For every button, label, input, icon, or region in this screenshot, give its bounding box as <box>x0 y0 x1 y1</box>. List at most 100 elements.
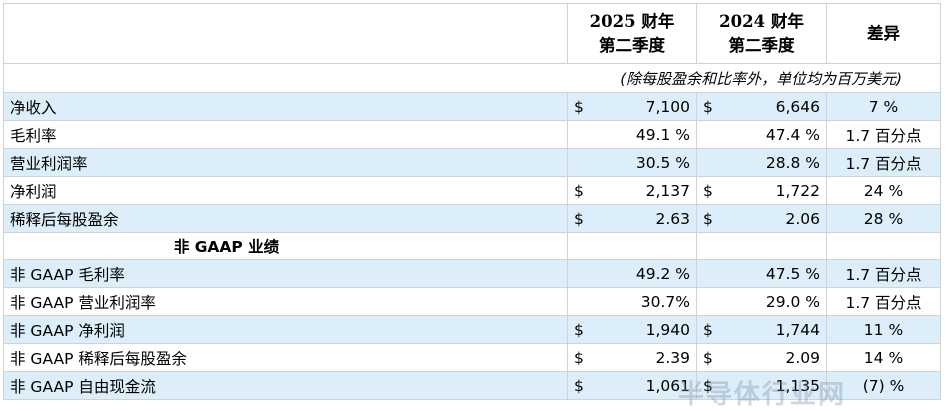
metric-row: 净利润 $2,137 $1,722 24 % <box>3 176 941 205</box>
row-label: 营业利润率 <box>3 148 568 177</box>
value-fy2025-wrap: 30.7% <box>569 292 696 311</box>
metric-row: 营业利润率 30.5 % 28.8 % 1.7 百分点 <box>3 148 941 177</box>
currency-symbol: $ <box>574 97 584 116</box>
value-fy2025-cell: $7,100 <box>567 92 697 121</box>
nongaap-metric-row: 非 GAAP 自由现金流 $1,061 $1,135 (7) % <box>3 371 941 400</box>
value-fy2024-wrap: $1,722 <box>698 181 826 200</box>
value-difference: (7) % <box>826 371 941 400</box>
value-fy2024-wrap: $2.06 <box>698 209 826 228</box>
value-fy2024: 1,722 <box>775 181 820 200</box>
metric-row: 毛利率 49.1 % 47.4 % 1.7 百分点 <box>3 120 941 149</box>
value-fy2024-wrap: $1,135 <box>698 376 826 395</box>
value-fy2024-cell: $1,722 <box>696 176 827 205</box>
value-fy2025-cell: $2.63 <box>567 204 697 233</box>
currency-symbol: $ <box>574 181 584 200</box>
value-fy2025-wrap: $2.39 <box>569 348 696 367</box>
header-fy2024-line2: 第二季度 <box>728 35 795 55</box>
row-label: 毛利率 <box>3 120 568 149</box>
row-label: 净收入 <box>3 92 568 121</box>
value-difference: 1.7 百分点 <box>826 120 941 149</box>
header-difference: 差异 <box>826 3 941 64</box>
metric-row: 净收入 $7,100 $6,646 7 % <box>3 92 941 121</box>
currency-symbol: $ <box>703 348 713 367</box>
row-label: 非 GAAP 稀释后每股盈余 <box>3 343 568 372</box>
nongaap-metric-row: 非 GAAP 稀释后每股盈余 $2.39 $2.09 14 % <box>3 343 941 372</box>
value-fy2024-wrap: $6,646 <box>698 97 826 116</box>
value-fy2025-wrap: $1,061 <box>569 376 696 395</box>
header-fy2024-q2: 2024 财年 第二季度 <box>696 3 827 64</box>
section-row: 非 GAAP 业绩 <box>3 232 941 260</box>
value-fy2025: 2.63 <box>655 209 690 228</box>
nongaap-metric-row: 非 GAAP 毛利率 49.2 % 47.5 % 1.7 百分点 <box>3 259 941 288</box>
value-fy2025-cell: 30.5 % <box>567 148 697 177</box>
currency-symbol: $ <box>703 320 713 339</box>
value-fy2024-cell: $2.06 <box>696 204 827 233</box>
currency-symbol: $ <box>703 97 713 116</box>
header-row: 2025 财年 第二季度 2024 财年 第二季度 差异 <box>3 3 941 64</box>
section-empty-cell <box>826 232 941 260</box>
value-fy2025-wrap: $7,100 <box>569 97 696 116</box>
value-fy2024-cell: $2.09 <box>696 343 827 372</box>
header-fy2025-line2: 第二季度 <box>599 35 665 55</box>
value-difference: 14 % <box>826 343 941 372</box>
header-empty-cell <box>3 3 568 64</box>
value-fy2025-cell: $2,137 <box>567 176 697 205</box>
value-fy2025-wrap: $2,137 <box>569 181 696 200</box>
value-fy2024-wrap: 28.8 % <box>698 153 826 172</box>
value-fy2024: 2.06 <box>785 209 820 228</box>
value-fy2024: 29.0 % <box>765 292 820 311</box>
header-difference-label: 差异 <box>867 23 900 43</box>
value-fy2025: 7,100 <box>645 97 690 116</box>
value-difference: 11 % <box>826 315 941 344</box>
unit-note-row: (除每股盈余和比率外，单位均为百万美元) <box>3 63 941 93</box>
value-fy2025-cell: $2.39 <box>567 343 697 372</box>
section-empty-cell <box>567 232 697 260</box>
value-fy2024: 2.09 <box>785 348 820 367</box>
value-fy2024-cell: $1,744 <box>696 315 827 344</box>
value-fy2025-wrap: $2.63 <box>569 209 696 228</box>
value-fy2025-wrap: 30.5 % <box>569 153 696 172</box>
value-fy2024: 6,646 <box>775 97 820 116</box>
value-fy2024-wrap: $1,744 <box>698 320 826 339</box>
currency-symbol: $ <box>703 181 713 200</box>
value-fy2025: 30.7% <box>640 292 690 311</box>
row-label: 稀释后每股盈余 <box>3 204 568 233</box>
value-fy2025-cell: $1,061 <box>567 371 697 400</box>
value-fy2025: 1,940 <box>645 320 690 339</box>
metric-row: 稀释后每股盈余 $2.63 $2.06 28 % <box>3 204 941 233</box>
section-title: 非 GAAP 业绩 <box>3 232 568 260</box>
value-fy2024: 28.8 % <box>765 153 820 172</box>
value-fy2025-cell: 49.2 % <box>567 259 697 288</box>
value-fy2025: 1,061 <box>645 376 690 395</box>
nongaap-metric-row: 非 GAAP 营业利润率 30.7% 29.0 % 1.7 百分点 <box>3 287 941 316</box>
value-fy2024: 1,135 <box>775 376 820 395</box>
value-fy2025-cell: 30.7% <box>567 287 697 316</box>
row-label: 净利润 <box>3 176 568 205</box>
nongaap-metric-row: 非 GAAP 净利润 $1,940 $1,744 11 % <box>3 315 941 344</box>
value-fy2025: 30.5 % <box>635 153 690 172</box>
value-fy2024-wrap: 47.4 % <box>698 125 826 144</box>
value-difference: 24 % <box>826 176 941 205</box>
row-label: 非 GAAP 毛利率 <box>3 259 568 288</box>
header-fy2024-line1: 2024 财年 <box>719 11 804 31</box>
currency-symbol: $ <box>574 376 584 395</box>
value-fy2024-cell: 47.4 % <box>696 120 827 149</box>
value-fy2024-cell: 29.0 % <box>696 287 827 316</box>
value-fy2025: 2.39 <box>655 348 690 367</box>
value-fy2024-wrap: 47.5 % <box>698 264 826 283</box>
header-fy2025-line1: 2025 财年 <box>589 11 675 31</box>
row-label: 非 GAAP 自由现金流 <box>3 371 568 400</box>
currency-symbol: $ <box>574 209 584 228</box>
value-fy2025: 49.1 % <box>635 125 690 144</box>
currency-symbol: $ <box>574 348 584 367</box>
value-fy2025-wrap: $1,940 <box>569 320 696 339</box>
value-fy2024: 1,744 <box>775 320 820 339</box>
header-fy2025-q2: 2025 财年 第二季度 <box>567 3 697 64</box>
value-fy2025: 2,137 <box>645 181 690 200</box>
value-fy2024: 47.5 % <box>765 264 820 283</box>
value-fy2024-wrap: $2.09 <box>698 348 826 367</box>
value-fy2024: 47.4 % <box>765 125 820 144</box>
value-fy2024-cell: 28.8 % <box>696 148 827 177</box>
value-difference: 1.7 百分点 <box>826 259 941 288</box>
currency-symbol: $ <box>574 320 584 339</box>
